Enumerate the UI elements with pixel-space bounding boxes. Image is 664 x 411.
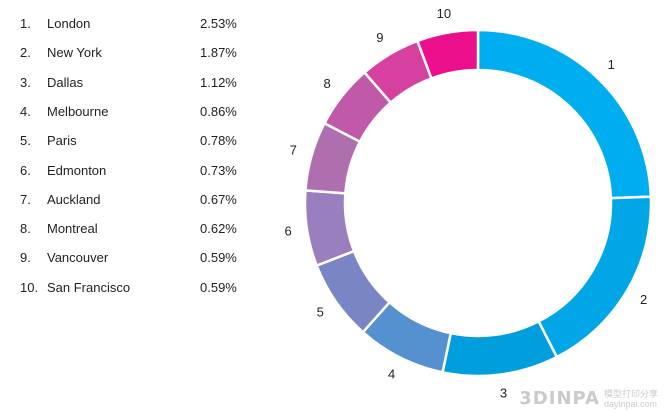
list-value: 1.12% bbox=[200, 74, 237, 90]
donut-segment-2 bbox=[536, 195, 653, 359]
list-item: 7. Auckland 0.67% bbox=[0, 192, 260, 212]
list-item: 8. Montreal 0.62% bbox=[0, 221, 260, 241]
list-rank: 8. bbox=[20, 221, 31, 237]
segment-label-9: 9 bbox=[376, 30, 383, 45]
list-city: Melbourne bbox=[47, 103, 109, 119]
watermark-line-2: dayinpai.com bbox=[603, 399, 658, 409]
list-rank: 9. bbox=[20, 250, 31, 266]
list-city: Dallas bbox=[47, 74, 84, 90]
list-rank: 3. bbox=[20, 74, 31, 90]
donut-segment-1 bbox=[476, 28, 653, 200]
list-value: 2.53% bbox=[200, 16, 237, 31]
segment-label-6: 6 bbox=[284, 223, 291, 238]
list-item: 9. Vancouver 0.59% bbox=[0, 250, 260, 270]
list-city: Montreal bbox=[47, 221, 98, 237]
watermark: 3DINPA 模型打印分享 dayinpai.com bbox=[519, 388, 658, 409]
list-city: Auckland bbox=[47, 191, 101, 207]
segment-label-5: 5 bbox=[317, 304, 324, 319]
list-value: 0.73% bbox=[200, 162, 237, 178]
donut-segment-6 bbox=[303, 189, 356, 268]
watermark-logo: 3DINPA bbox=[519, 388, 600, 409]
list-value: 0.67% bbox=[200, 191, 237, 207]
list-value: 0.59% bbox=[200, 250, 237, 266]
list-city: New York bbox=[47, 45, 102, 61]
watermark-line-1: 模型打印分享 bbox=[603, 389, 658, 399]
donut-segment-3 bbox=[441, 319, 559, 378]
list-item: 2. New York 1.87% bbox=[0, 45, 260, 65]
segment-label-7: 7 bbox=[290, 143, 297, 158]
list-item: 1. London 2.53% bbox=[0, 16, 260, 36]
list-value: 0.62% bbox=[200, 221, 237, 237]
list-city: London bbox=[47, 16, 91, 31]
list-rank: 2. bbox=[20, 45, 31, 61]
list-item: 10. San Francisco 0.59% bbox=[0, 280, 260, 300]
segment-label-10: 10 bbox=[437, 6, 451, 21]
list-value: 0.59% bbox=[200, 279, 237, 295]
list-item: 4. Melbourne 0.86% bbox=[0, 104, 260, 124]
ranking-list: 1. London 2.53% 2. New York 1.87% 3. Dallas 1.12… bbox=[0, 0, 260, 300]
list-city: Vancouver bbox=[47, 250, 109, 266]
segment-label-3: 3 bbox=[500, 385, 507, 400]
donut-segment-10 bbox=[415, 28, 480, 81]
list-rank: 7. bbox=[20, 191, 31, 207]
list-city: Edmonton bbox=[47, 162, 107, 178]
watermark-text: 模型打印分享 dayinpai.com bbox=[604, 389, 658, 409]
list-value: 0.78% bbox=[200, 133, 237, 149]
list-item: 6. Edmonton 0.73% bbox=[0, 163, 260, 183]
segment-label-1: 1 bbox=[608, 57, 615, 72]
segment-label-2: 2 bbox=[640, 292, 647, 307]
list-item: 5. Paris 0.78% bbox=[0, 133, 260, 153]
list-rank: 1. bbox=[20, 16, 31, 31]
list-city: San Francisco bbox=[47, 279, 131, 295]
segment-label-4: 4 bbox=[388, 366, 395, 381]
list-rank: 5. bbox=[20, 133, 31, 149]
list-value: 0.86% bbox=[200, 103, 237, 119]
list-value: 1.87% bbox=[200, 45, 237, 61]
list-rank: 10. bbox=[20, 279, 39, 295]
list-rank: 4. bbox=[20, 103, 31, 119]
list-rank: 6. bbox=[20, 162, 31, 178]
list-item: 3. Dallas 1.12% bbox=[0, 75, 260, 95]
list-city: Paris bbox=[47, 133, 77, 149]
segment-label-8: 8 bbox=[324, 76, 331, 91]
